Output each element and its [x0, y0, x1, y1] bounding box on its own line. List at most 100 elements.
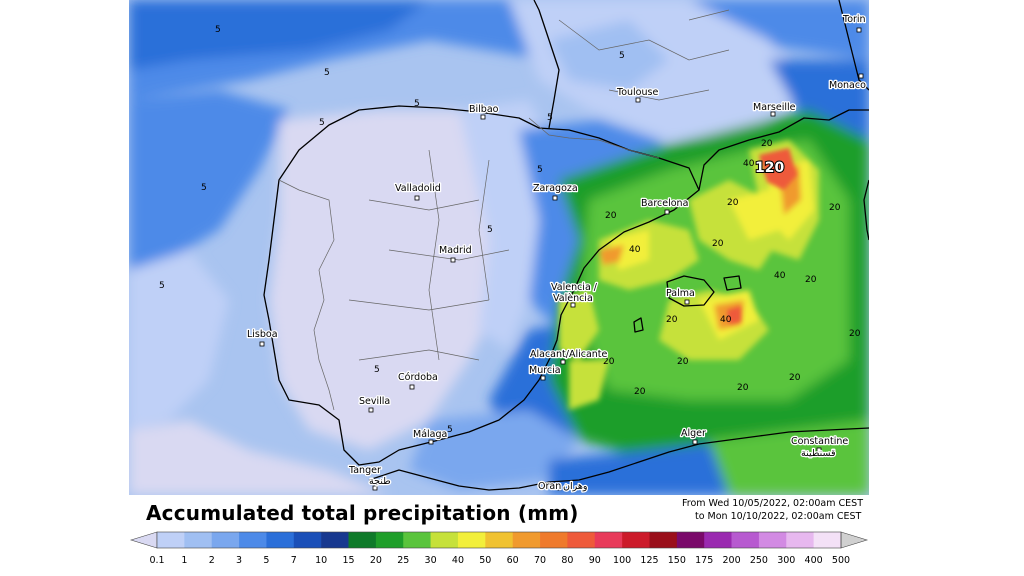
- contour-label: 20: [727, 198, 739, 208]
- svg-text:Valladolid: Valladolid: [395, 183, 441, 194]
- contour-label: 5: [619, 51, 625, 61]
- legend-tick: 50: [479, 555, 492, 566]
- legend-swatch: [457, 532, 486, 548]
- legend-colorbar: [129, 531, 869, 549]
- legend-tick: 500: [831, 555, 851, 566]
- legend-tick: 40: [451, 555, 464, 566]
- city-oran: Oran وهران: [537, 480, 589, 494]
- svg-text:Constantine: Constantine: [791, 436, 848, 447]
- legend-swatch: [786, 532, 814, 548]
- coastlines: [263, 0, 869, 491]
- contour-label: 5: [547, 113, 553, 123]
- city-zaragoza: Zaragoza: [532, 182, 579, 201]
- contour-label: 20: [849, 329, 861, 339]
- contour-label: 40: [629, 245, 641, 255]
- svg-text:Málaga: Málaga: [413, 429, 447, 440]
- city-lisboa: Lisboa: [246, 328, 279, 347]
- contour-label: 5: [447, 425, 453, 435]
- precip-high: [559, 140, 819, 410]
- legend-tick: 70: [533, 555, 547, 566]
- contour-label: 40: [743, 159, 755, 169]
- legend-tick: 150: [667, 555, 686, 566]
- contour-label: 20: [789, 373, 801, 383]
- contour-label: 5: [537, 165, 543, 175]
- svg-text:Lisboa: Lisboa: [247, 329, 278, 340]
- contour-label: 5: [319, 118, 325, 128]
- contour-label: 5: [487, 225, 493, 235]
- svg-text:Alacant/Alicante: Alacant/Alicante: [530, 349, 608, 360]
- svg-text:Bilbao: Bilbao: [469, 104, 499, 115]
- legend-tick: 175: [695, 555, 714, 566]
- svg-text:Barcelona: Barcelona: [641, 198, 688, 209]
- map-footer: Accumulated total precipitation (mm) Fro…: [129, 495, 869, 576]
- legend-tick: 125: [640, 555, 659, 566]
- svg-text:وهران: وهران: [563, 481, 587, 492]
- legend-tick: 20: [369, 555, 382, 566]
- legend-tick: 3: [236, 555, 243, 566]
- legend-swatch: [649, 532, 678, 548]
- contour-label: 5: [414, 99, 420, 109]
- legend-tick-labels: 0.1 1 2 3 5 7 10 15 20 25 30 40 50 60 70 80 90 100 125 150 1…: [129, 555, 869, 569]
- legend-tick: 300: [777, 555, 796, 566]
- svg-text:طنجة: طنجة: [369, 476, 391, 487]
- city-barcelona: Barcelona: [640, 197, 690, 215]
- svg-text:Valencia /: Valencia /: [551, 282, 598, 293]
- city-valladolid: Valladolid: [394, 182, 442, 201]
- legend-swatch: [293, 532, 322, 548]
- contour-label: 5: [374, 365, 380, 375]
- legend-tick: 10: [315, 555, 328, 566]
- city-torin: Torin: [841, 13, 867, 33]
- precip-peak: [727, 148, 797, 324]
- legend-swatch: [676, 532, 705, 548]
- contour-label: 20: [805, 275, 817, 285]
- legend-swatch: [567, 532, 596, 548]
- legend-tick: 60: [506, 555, 519, 566]
- contour-label: 20: [666, 315, 678, 325]
- svg-text:قسنطينة: قسنطينة: [801, 448, 836, 459]
- contour-label: 20: [737, 383, 749, 393]
- city-toulouse: Toulouse: [615, 86, 660, 103]
- legend-swatch: [211, 532, 240, 548]
- svg-text:Alger: Alger: [681, 428, 706, 439]
- contour-label: 20: [634, 387, 646, 397]
- legend-swatch: [266, 532, 295, 548]
- contour-label: 5: [324, 68, 330, 78]
- svg-text:Oran: Oran: [538, 481, 561, 492]
- contour-label: 20: [603, 357, 615, 367]
- legend-tick: 400: [804, 555, 823, 566]
- contour-label: 20: [605, 211, 617, 221]
- legend-arrow-left: [129, 531, 158, 549]
- svg-text:Torin: Torin: [842, 14, 866, 25]
- legend-outline: [156, 531, 842, 549]
- svg-text:València: València: [553, 293, 593, 304]
- legend-tick: 80: [561, 555, 574, 566]
- svg-text:Toulouse: Toulouse: [616, 87, 658, 98]
- svg-text:Marseille: Marseille: [753, 102, 796, 113]
- legend-tick: 7: [290, 555, 297, 566]
- cities: Toulouse Bilbao Marseille Monaco Torin V…: [246, 13, 868, 494]
- map-frame: 5 5 5 5 5 5 5 5 5 5 5 5 20 20 20 20 20 2…: [129, 0, 869, 576]
- period-from: From Wed 10/05/2022, 02:00am CEST: [681, 498, 863, 509]
- contour-label: 20: [712, 239, 724, 249]
- legend-swatch: [540, 532, 568, 548]
- legend-swatch: [375, 532, 404, 548]
- legend-swatch: [622, 532, 650, 548]
- city-madrid: Madrid: [438, 244, 473, 263]
- legend-tick: 0.1: [149, 555, 165, 566]
- legend-arrow-right: [840, 531, 869, 549]
- city-valencia: Valencia /València: [550, 281, 599, 308]
- city-murcia: Murcia: [528, 364, 562, 381]
- legend-swatch: [403, 532, 431, 548]
- borders: [278, 9, 730, 411]
- legend-swatch: [512, 532, 541, 548]
- legend-tick: 5: [263, 555, 270, 566]
- legend-swatch: [157, 532, 185, 548]
- svg-text:Madrid: Madrid: [439, 245, 472, 256]
- svg-text:Sevilla: Sevilla: [359, 396, 390, 407]
- svg-text:Palma: Palma: [666, 288, 695, 299]
- svg-text:Tanger: Tanger: [348, 465, 381, 476]
- legend-tick: 250: [749, 555, 768, 566]
- svg-text:Monaco: Monaco: [829, 80, 866, 91]
- svg-text:Córdoba: Córdoba: [398, 372, 438, 383]
